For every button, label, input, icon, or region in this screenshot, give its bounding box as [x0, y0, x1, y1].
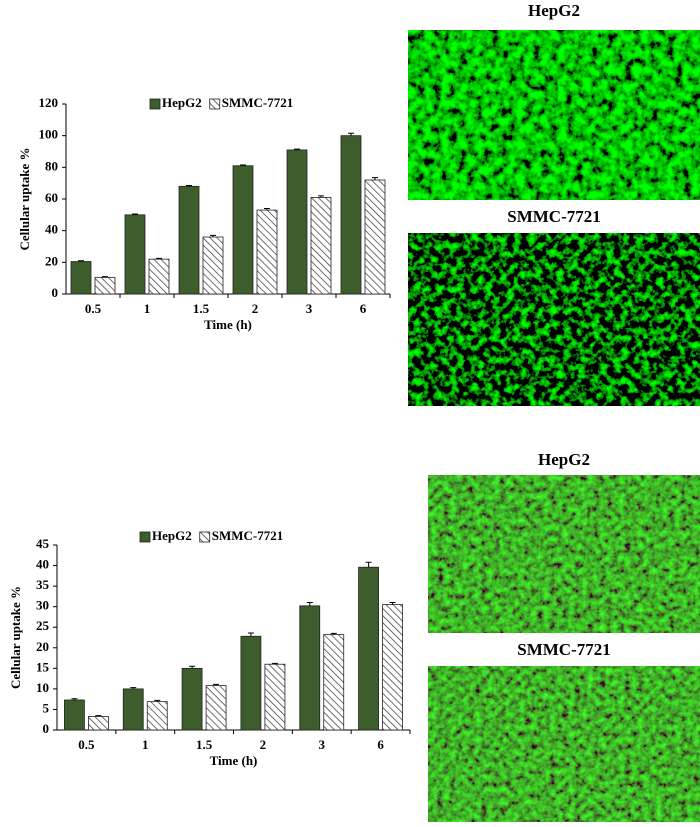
error-bar	[132, 213, 138, 215]
legend-swatch	[199, 531, 211, 543]
x-tick-label: 1.5	[193, 301, 210, 316]
bar	[181, 667, 203, 731]
bar	[382, 604, 403, 731]
image-label: SMMC-7721	[517, 640, 610, 659]
y-axis-title: Cellular uptake %	[8, 586, 23, 689]
bar	[340, 135, 362, 295]
x-tick-label: 2	[260, 737, 267, 752]
bar	[94, 276, 116, 295]
micrograph-texture	[408, 30, 700, 200]
x-tick-label: 2	[252, 301, 259, 316]
y-tick-label: 80	[45, 158, 58, 173]
bar	[205, 685, 227, 731]
y-tick-label: 15	[36, 659, 50, 674]
bar	[124, 214, 146, 295]
bar	[122, 688, 144, 731]
legend-swatch	[149, 98, 161, 110]
y-tick-label: 0	[43, 721, 50, 736]
bar	[364, 179, 386, 295]
bar	[70, 261, 92, 295]
error-bar	[95, 715, 102, 717]
x-tick-label: 3	[319, 737, 326, 752]
image-label: HepG2	[528, 1, 580, 20]
y-tick-label: 20	[36, 639, 49, 654]
bar	[146, 701, 168, 731]
bar	[148, 258, 170, 295]
error-bar	[264, 208, 270, 211]
bar	[323, 634, 345, 731]
error-bar	[271, 662, 278, 665]
x-tick-label: 1	[144, 301, 151, 316]
error-bar	[389, 602, 396, 605]
bar	[64, 699, 85, 731]
bar	[240, 635, 262, 731]
bar	[358, 566, 379, 731]
error-bar	[306, 602, 313, 606]
error-bar	[365, 561, 372, 568]
y-tick-label: 40	[36, 557, 49, 572]
y-tick-label: 100	[39, 127, 59, 142]
y-axis-title: Cellular uptake %	[17, 147, 32, 250]
bar	[264, 663, 286, 731]
y-tick-label: 45	[36, 536, 50, 551]
error-bar	[294, 148, 300, 150]
error-bar	[130, 687, 137, 689]
y-tick-label: 40	[45, 222, 58, 237]
error-bar	[372, 177, 378, 180]
y-tick-label: 60	[45, 190, 58, 205]
error-bar	[240, 164, 246, 166]
x-axis-title: Time (h)	[204, 317, 252, 332]
y-tick-label: 120	[39, 95, 59, 110]
y-tick-label: 30	[36, 598, 49, 613]
error-bar	[71, 698, 78, 700]
bar	[88, 716, 109, 731]
image-label: HepG2	[538, 450, 590, 469]
x-tick-label: 6	[377, 737, 384, 752]
micrograph-texture	[408, 233, 700, 406]
error-bar	[348, 132, 354, 136]
error-bar	[102, 276, 108, 278]
micrograph-texture	[428, 666, 700, 822]
bar	[202, 236, 224, 295]
error-bar	[156, 257, 162, 260]
error-bar	[330, 632, 337, 635]
bar	[178, 185, 200, 295]
bar	[310, 197, 332, 295]
y-tick-label: 35	[36, 577, 50, 592]
bar	[286, 149, 308, 295]
legend-label: HepG2	[162, 95, 202, 110]
error-bar	[189, 665, 196, 669]
error-bar	[247, 632, 254, 637]
x-tick-label: 0.5	[78, 737, 95, 752]
x-tick-label: 6	[360, 301, 367, 316]
micrograph-texture	[428, 475, 700, 633]
bar	[232, 165, 254, 295]
error-bar	[213, 683, 220, 686]
error-bar	[186, 185, 192, 187]
legend-label: SMMC-7721	[212, 528, 284, 543]
legend-label: SMMC-7721	[222, 95, 294, 110]
legend-swatch	[139, 531, 151, 543]
error-bar	[210, 234, 216, 237]
x-tick-label: 3	[306, 301, 313, 316]
x-tick-label: 1.5	[196, 737, 213, 752]
legend-label: HepG2	[152, 528, 192, 543]
y-tick-label: 10	[36, 680, 49, 695]
image-label: SMMC-7721	[507, 207, 600, 226]
x-tick-label: 0.5	[85, 301, 102, 316]
x-tick-label: 1	[142, 737, 149, 752]
legend-swatch	[209, 98, 221, 110]
error-bar	[154, 699, 161, 702]
error-bar	[78, 260, 84, 262]
bar	[256, 209, 278, 295]
bar	[299, 605, 321, 731]
y-tick-label: 0	[52, 285, 59, 300]
y-tick-label: 5	[43, 700, 50, 715]
y-tick-label: 20	[45, 253, 58, 268]
error-bar	[318, 195, 324, 198]
x-axis-title: Time (h)	[210, 753, 258, 768]
y-tick-label: 25	[36, 618, 50, 633]
